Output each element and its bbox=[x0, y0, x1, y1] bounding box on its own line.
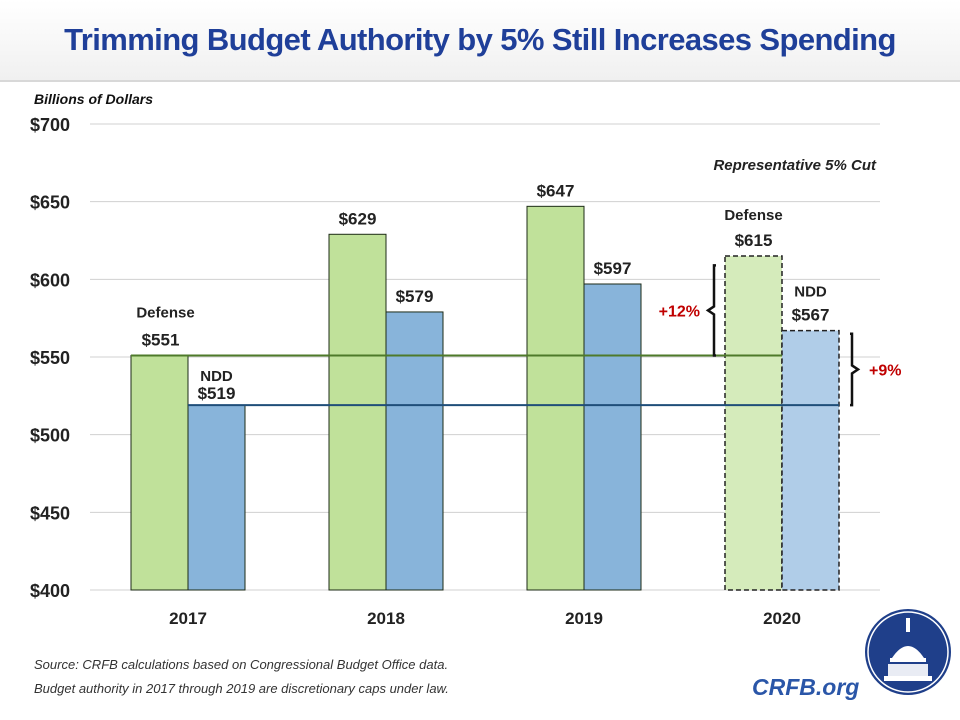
bar-defense-2017 bbox=[130, 354, 189, 591]
x-tick-label: 2017 bbox=[169, 609, 207, 628]
chart-title: Trimming Budget Authority by 5% Still In… bbox=[64, 22, 896, 57]
data-label-ndd: $597 bbox=[594, 259, 632, 278]
projection-note: Representative 5% Cut bbox=[713, 157, 877, 174]
y-tick-label: $600 bbox=[30, 270, 70, 290]
series-label-ndd: NDD bbox=[200, 368, 233, 385]
caps-note: Budget authority in 2017 through 2019 ar… bbox=[34, 681, 449, 696]
series-label-defense: Defense bbox=[724, 207, 782, 224]
y-tick-label: $550 bbox=[30, 348, 70, 368]
increase-label-ndd: +9% bbox=[869, 362, 901, 379]
data-labels: $551 $629 $647 $615 $519 $579 $597 $567 Defense N… bbox=[136, 181, 829, 403]
y-tick-label: $650 bbox=[30, 193, 70, 213]
y-tick-label: $500 bbox=[30, 426, 70, 446]
x-axis-ticks: 2017 2018 2019 2020 bbox=[169, 609, 801, 628]
data-label-ndd: $567 bbox=[792, 306, 830, 325]
bar-defense-2019 bbox=[526, 205, 585, 591]
increase-label-defense: +12% bbox=[659, 303, 700, 320]
bar-defense-2020 bbox=[724, 255, 783, 591]
increase-brackets: +12% +9% bbox=[659, 264, 901, 407]
source-note: Source: CRFB calculations based on Congr… bbox=[34, 657, 449, 672]
y-tick-label: $450 bbox=[30, 503, 70, 523]
x-tick-label: 2020 bbox=[763, 609, 801, 628]
series-label-ndd: NDD bbox=[794, 284, 827, 301]
y-tick-label: $400 bbox=[30, 581, 70, 601]
data-label-ndd: $519 bbox=[198, 384, 236, 403]
data-label-defense: $615 bbox=[735, 231, 773, 250]
bar-defense-2018 bbox=[328, 233, 387, 591]
series-label-defense: Defense bbox=[136, 304, 194, 321]
data-label-defense: $629 bbox=[339, 209, 377, 228]
bar-ndd-2019 bbox=[583, 283, 642, 591]
bar-ndd-2018 bbox=[385, 311, 444, 591]
y-axis-label: Billions of Dollars bbox=[34, 91, 153, 107]
bracket-ndd bbox=[850, 332, 861, 407]
x-tick-label: 2018 bbox=[367, 609, 405, 628]
data-label-defense: $647 bbox=[537, 181, 575, 200]
bracket-defense bbox=[705, 264, 716, 357]
y-axis-ticks: $400 $450 $500 $550 $600 $650 $700 bbox=[30, 115, 70, 601]
capitol-logo-icon bbox=[863, 607, 953, 697]
x-tick-label: 2019 bbox=[565, 609, 603, 628]
bars bbox=[130, 205, 840, 591]
header-bar: Trimming Budget Authority by 5% Still In… bbox=[0, 0, 960, 82]
data-label-ndd: $579 bbox=[396, 287, 434, 306]
brand-link[interactable]: CRFB.org bbox=[752, 674, 860, 700]
data-label-defense: $551 bbox=[142, 330, 180, 349]
bar-ndd-2020 bbox=[781, 329, 840, 591]
reference-lines bbox=[131, 354, 839, 407]
bar-ndd-2017 bbox=[187, 404, 246, 591]
y-tick-label: $700 bbox=[30, 115, 70, 135]
